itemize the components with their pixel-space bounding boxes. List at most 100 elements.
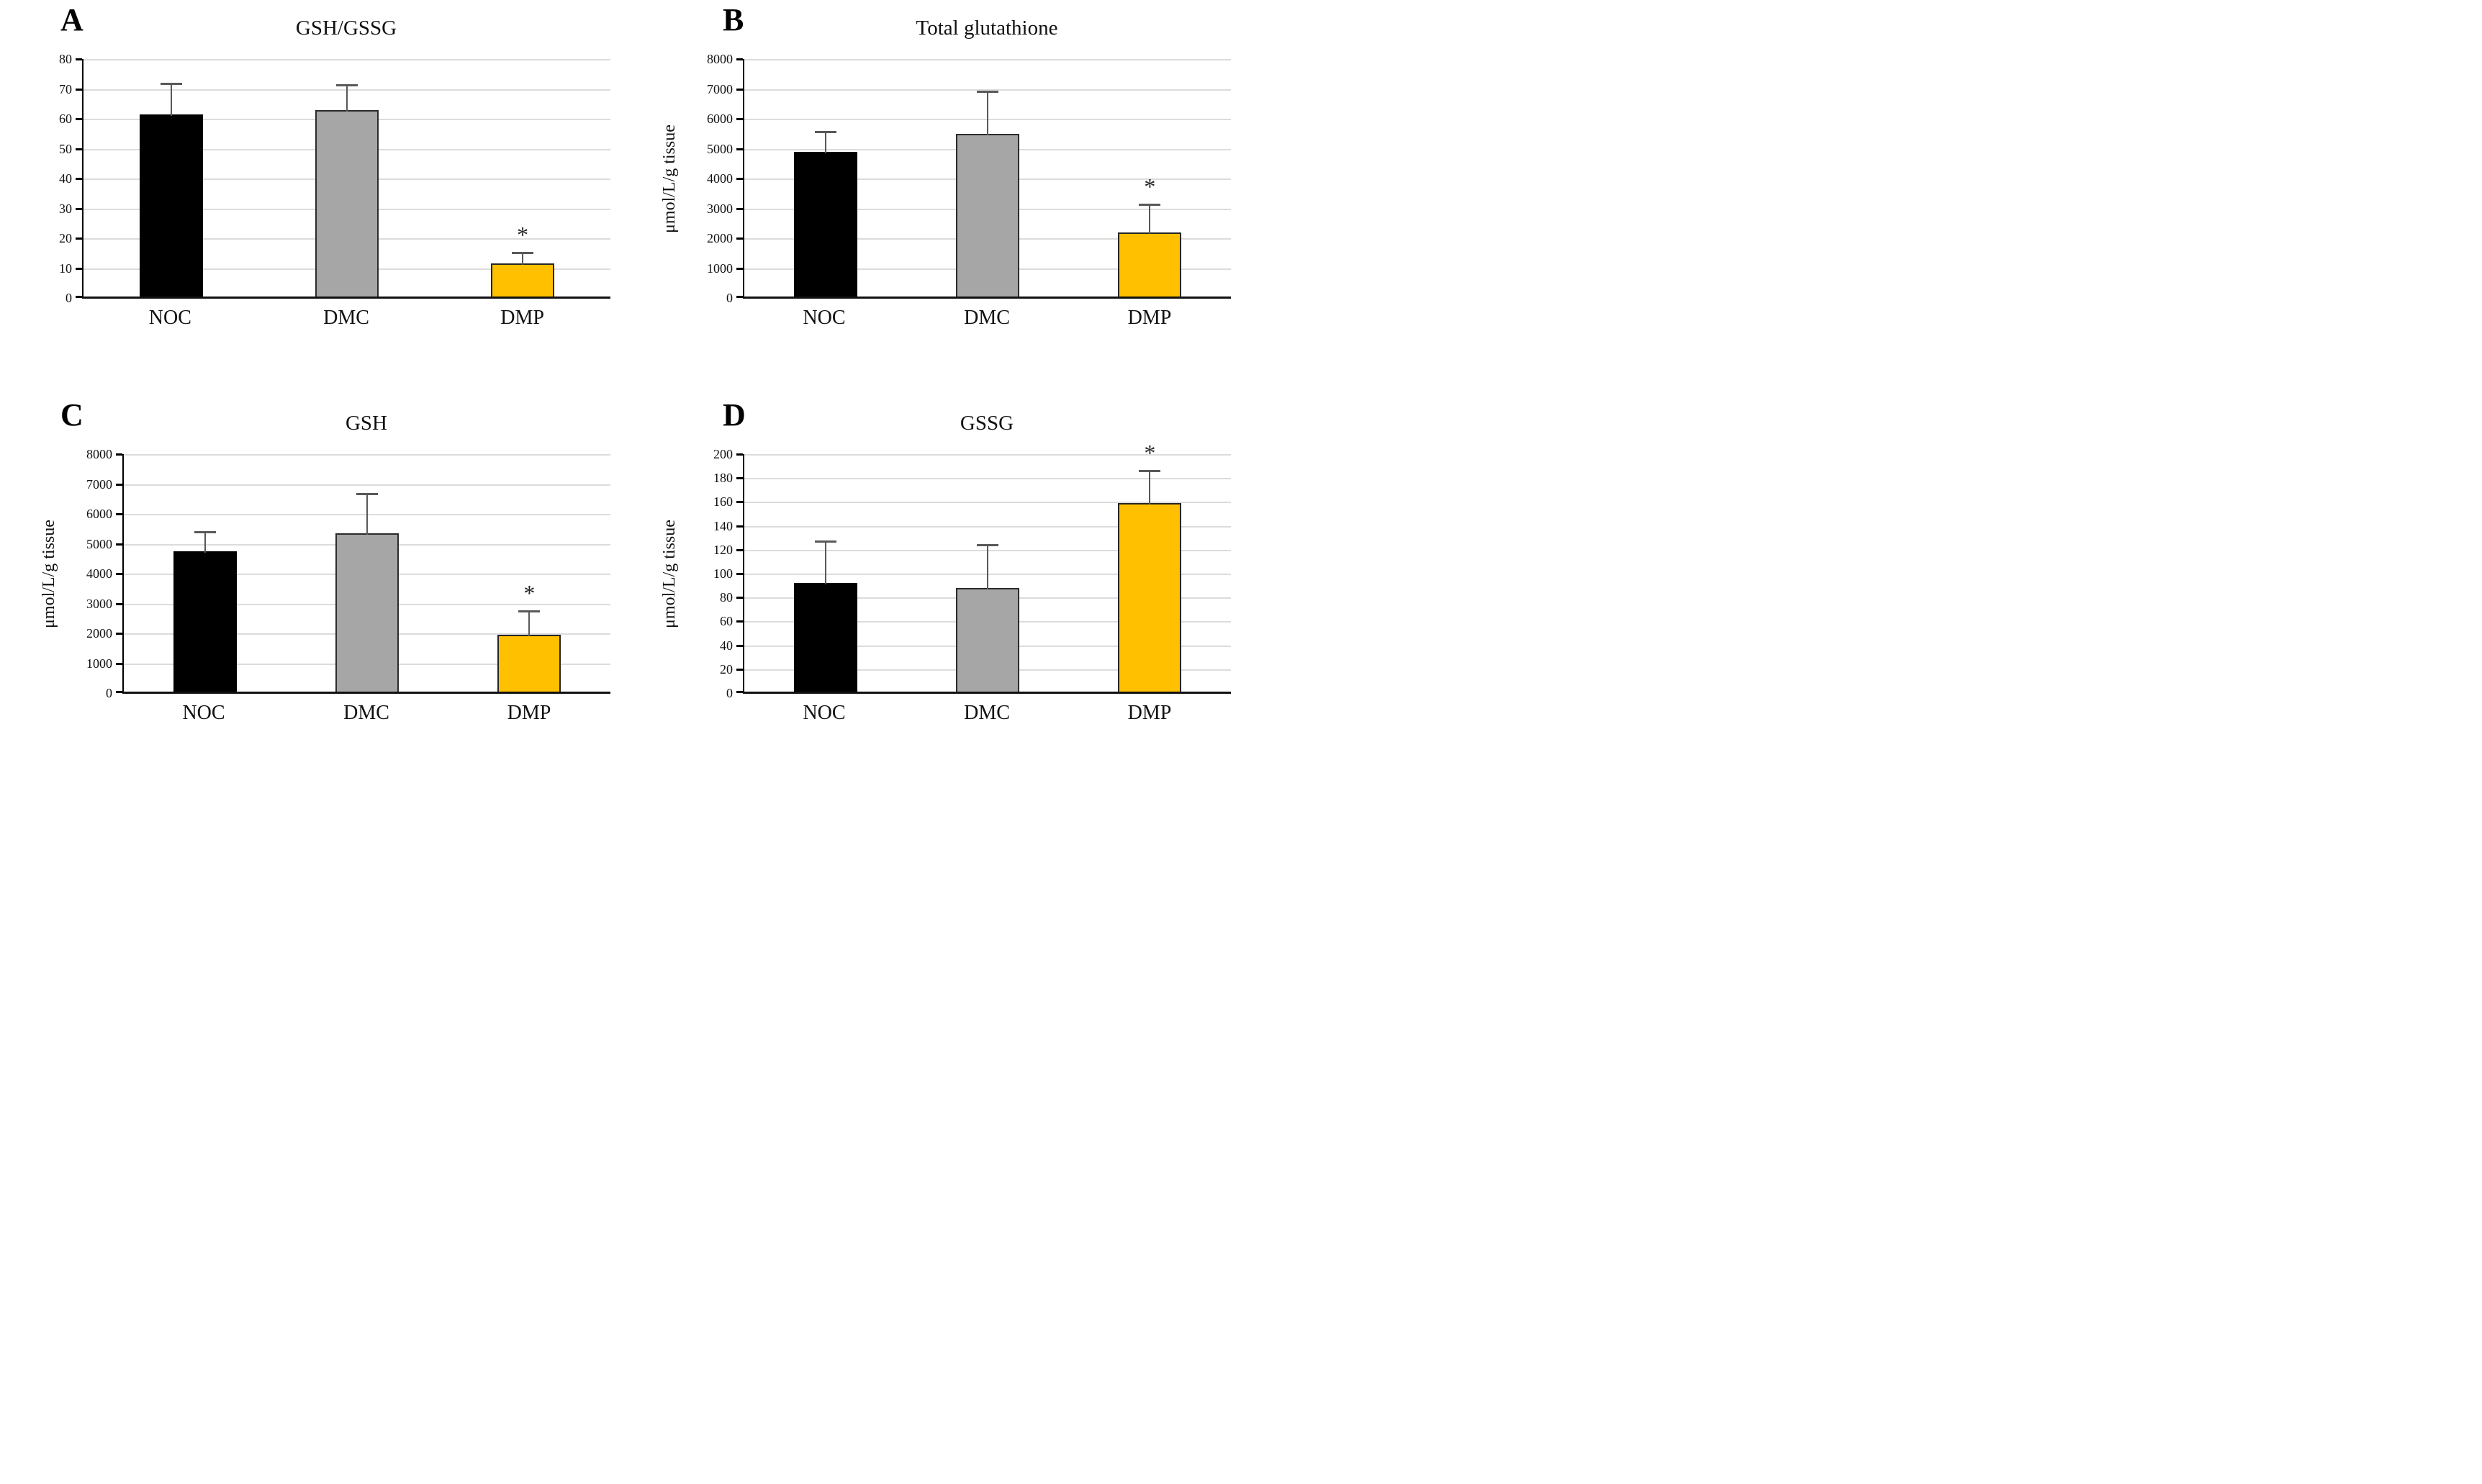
bar-noc (793, 583, 857, 693)
panel-d: D GSSG μmol/L/g tissue 0 20 40 60 80 100 120 14… (620, 371, 1241, 742)
significance-asterisk: * (1144, 173, 1156, 200)
y-axis-ticks: 0 20 40 60 80 100 120 140 160 180 200 (690, 447, 743, 700)
axis-tick-mark (116, 662, 122, 665)
y-tick-label: 0 (726, 291, 733, 305)
x-axis-labels: NOC DMC DMP (649, 307, 1241, 338)
plot-area: * (736, 58, 1231, 299)
error-bar (204, 531, 206, 553)
spacer (69, 702, 122, 733)
axis-tick-mark (76, 148, 82, 150)
axis-tick-mark (76, 237, 82, 240)
bar-dmc (956, 133, 1019, 298)
plot-area: * (736, 441, 1231, 694)
bar-dmp (497, 635, 561, 693)
error-bar (987, 543, 988, 589)
chart-body: μmol/L/g tissue 0 1000 2000 3000 4000 5000 600… (649, 52, 1241, 305)
axis-tick-mark (116, 691, 122, 693)
x-label-area: NOC DMC DMP (743, 702, 1231, 733)
x-axis-labels: NOC DMC DMP (649, 702, 1241, 733)
y-tick-label: 70 (59, 81, 72, 96)
chart-body: μmol/L/g tissue 0 1000 2000 3000 4000 5000 600… (29, 447, 620, 700)
chart-title: GSSG (960, 412, 1014, 435)
error-bar-cap (512, 251, 533, 254)
axis-tick-mark (76, 207, 82, 210)
y-tick-label: 80 (59, 52, 72, 66)
bar-dmc (315, 109, 379, 298)
chart-body: μmol/L/g tissue 0 20 40 60 80 100 120 140 160 180… (649, 441, 1241, 700)
y-axis-label: μmol/L/g tissue (659, 124, 679, 233)
y-axis-label-column: μmol/L/g tissue (29, 454, 69, 693)
y-tick-label: 7000 (86, 476, 112, 492)
y-tick-label: 5000 (707, 141, 733, 156)
axis-tick-mark (76, 178, 82, 180)
axis-tick-mark (116, 633, 122, 635)
y-tick-label: 20 (59, 231, 72, 245)
axis-tick-mark (736, 58, 743, 60)
y-tick-label: 20 (720, 661, 733, 677)
x-axis-labels: NOC DMC DMP (29, 702, 620, 733)
error-bar (824, 130, 826, 153)
axis-tick-mark (76, 296, 82, 298)
axis-tick-mark (736, 501, 743, 504)
axis-tick-mark (76, 58, 82, 60)
gridline (744, 478, 1231, 480)
y-tick-label: 6000 (86, 507, 112, 521)
error-bar (366, 492, 368, 535)
plot-area: * (76, 58, 610, 299)
significance-asterisk: * (1144, 439, 1156, 466)
y-tick-label: 4000 (707, 171, 733, 186)
error-bar-cap (336, 84, 358, 87)
y-axis-ticks: 0 1000 2000 3000 4000 5000 6000 7000 8000 (69, 447, 122, 700)
x-category-label: DMP (507, 702, 551, 724)
spacer (29, 702, 69, 733)
error-bar-cap (194, 531, 216, 534)
axis-tick-mark (116, 543, 122, 546)
bar-noc (793, 151, 857, 298)
y-tick-label: 60 (720, 614, 733, 629)
gridline (744, 454, 1231, 456)
gridline (744, 525, 1231, 528)
x-axis-line (122, 692, 610, 694)
error-bar (987, 90, 988, 135)
y-axis-ticks: 0 1000 2000 3000 4000 5000 6000 7000 8000 (690, 52, 743, 305)
y-axis-label-column: μmol/L/g tissue (649, 454, 690, 693)
error-bar-cap (814, 130, 836, 133)
x-category-label: DMP (1127, 702, 1172, 724)
panel-letter: D (723, 397, 746, 433)
y-tick-label: 80 (720, 590, 733, 605)
y-tick-label: 140 (713, 518, 733, 533)
y-tick-label: 10 (59, 261, 72, 276)
y-tick-label: 3000 (86, 596, 112, 611)
axis-tick-mark (736, 597, 743, 600)
y-tick-label: 120 (713, 542, 733, 557)
x-category-label: NOC (803, 307, 846, 329)
y-tick-label: 2000 (86, 626, 112, 641)
gridline (744, 89, 1231, 91)
axis-tick-mark (736, 237, 743, 240)
gridline (124, 454, 610, 456)
error-bar-cap (814, 540, 836, 543)
axis-tick-mark (736, 148, 743, 150)
spacer (649, 16, 690, 40)
axis-tick-mark (736, 548, 743, 551)
spacer (690, 307, 743, 338)
x-category-label: DMC (343, 702, 389, 724)
error-bar-cap (1139, 204, 1161, 207)
axis-tick-mark (116, 453, 122, 456)
gridline (744, 502, 1231, 504)
x-category-label: DMC (323, 307, 369, 329)
x-axis-line (743, 692, 1231, 694)
bar-dmp (1118, 232, 1182, 298)
gridline (744, 59, 1231, 60)
y-tick-label: 60 (59, 112, 72, 126)
y-tick-label: 3000 (707, 201, 733, 216)
panel-c: C GSH μmol/L/g tissue 0 1000 2000 3000 4000 5… (0, 371, 620, 742)
bar-noc (173, 551, 237, 693)
y-axis-label: μmol/L/g tissue (659, 519, 679, 628)
spacer (690, 702, 743, 733)
axis-tick-mark (736, 207, 743, 210)
x-axis-line (82, 297, 610, 299)
x-axis-line (743, 297, 1231, 299)
bar-noc (139, 114, 203, 298)
y-tick-label: 8000 (707, 52, 733, 66)
